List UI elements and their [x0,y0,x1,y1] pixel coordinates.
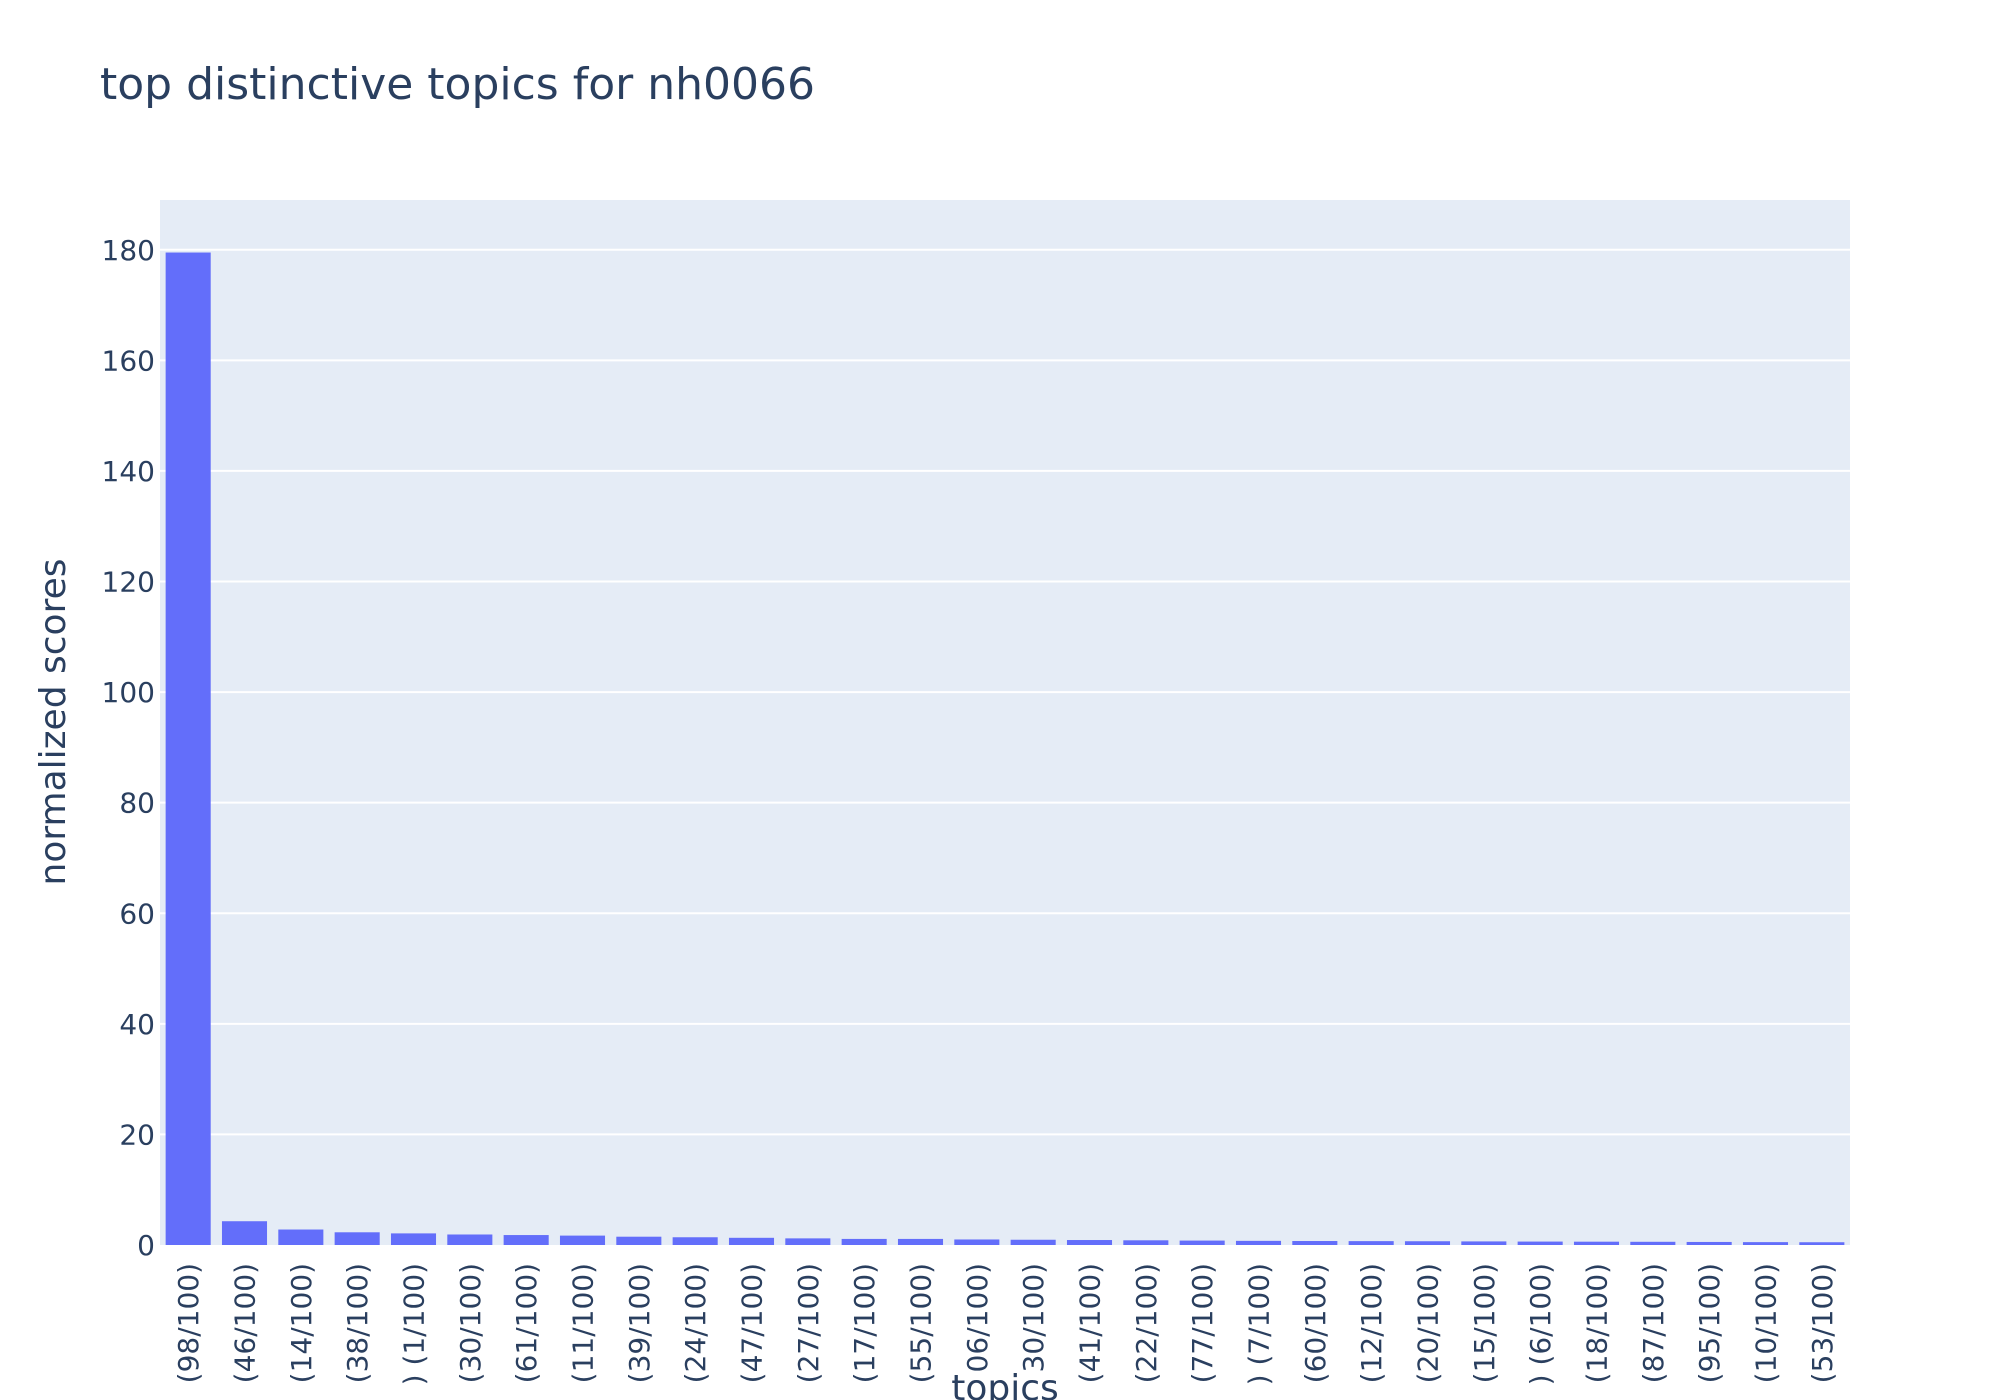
x-tick-label: (30/100) [454,1263,487,1383]
bar[interactable] [1742,1242,1789,1245]
x-tick-label: (98/100) [172,1263,205,1383]
bar[interactable] [672,1237,718,1245]
bar[interactable] [1348,1241,1394,1245]
bar[interactable] [559,1235,606,1245]
bar[interactable] [221,1221,268,1245]
y-tick-label: 140 [102,455,155,488]
bar[interactable] [1461,1241,1507,1245]
bar[interactable] [954,1239,1000,1245]
bar[interactable] [841,1238,887,1245]
x-tick-label: (22/100) [1130,1263,1163,1383]
bar[interactable] [1010,1239,1056,1245]
x-tick-label: ) (1/100) [398,1263,431,1385]
bar[interactable] [728,1237,775,1245]
x-tick-label: (24/100) [679,1263,712,1383]
x-tick-label: (12/100) [1355,1263,1388,1383]
x-tick-label: (41/100) [1074,1263,1107,1383]
x-tick-label: (17/100) [848,1263,881,1383]
x-tick-label: (53/100) [1806,1263,1839,1383]
bar[interactable] [1179,1240,1225,1245]
bar[interactable] [165,252,211,1245]
y-tick-label: 120 [102,566,155,599]
y-axis-title: normalized scores [33,559,74,886]
bar[interactable] [1573,1241,1620,1245]
bar[interactable] [897,1238,944,1245]
y-tick-label: 180 [102,234,155,267]
y-tick-label: 160 [102,344,155,377]
x-tick-label: (38/100) [341,1263,374,1383]
bar[interactable] [616,1236,662,1245]
gridlines [160,248,1850,1136]
x-tick-label: (20/100) [1412,1263,1445,1383]
bar[interactable] [1123,1240,1169,1245]
x-tick-label: (61/100) [510,1263,543,1383]
y-tick-label: 60 [119,897,155,930]
y-tick-label: 80 [119,787,155,820]
bar[interactable] [785,1238,831,1245]
bar[interactable] [1404,1241,1451,1245]
x-tick-label: 06/100) [961,1263,994,1372]
bar[interactable] [1686,1241,1732,1245]
bar[interactable] [447,1234,493,1245]
x-axis-title: topics [951,1368,1059,1400]
bar[interactable] [390,1233,437,1245]
chart-title: top distinctive topics for nh0066 [100,59,815,110]
x-axis-ticks: (98/100) (46/100) (14/100) (38/100) ) (1/100… [172,1263,1839,1385]
bars [165,252,1845,1245]
y-tick-label: 100 [102,676,155,709]
x-tick-label: (15/100) [1468,1263,1501,1383]
bar[interactable] [1517,1241,1563,1245]
x-tick-label: (47/100) [736,1263,769,1383]
x-tick-label: 30/100) [1017,1263,1050,1372]
x-tick-label: (11/100) [567,1263,600,1383]
x-tick-label: (60/100) [1299,1263,1332,1383]
bar[interactable] [1292,1241,1338,1245]
x-tick-label: (77/100) [1186,1263,1219,1383]
x-tick-label: (87/100) [1637,1263,1670,1383]
x-tick-label: (14/100) [285,1263,318,1383]
x-tick-label: ) (7/100) [1243,1263,1276,1385]
x-tick-label: (10/100) [1750,1263,1783,1383]
x-tick-label: (55/100) [905,1263,938,1383]
y-axis-ticks: 0 20 40 60 80 100 120 140 160 180 [102,234,155,1262]
bar[interactable] [1066,1240,1113,1245]
x-tick-label: (27/100) [792,1263,825,1383]
x-tick-label: (95/100) [1693,1263,1726,1383]
bar[interactable] [1235,1240,1282,1245]
bar[interactable] [334,1232,380,1245]
x-tick-label: (46/100) [229,1263,262,1383]
plot-area [160,200,1850,1245]
y-tick-label: 40 [119,1008,155,1041]
y-tick-label: 0 [137,1229,155,1262]
x-tick-label: (39/100) [623,1263,656,1383]
bar[interactable] [278,1229,324,1245]
x-tick-label: ) (6/100) [1524,1263,1557,1385]
bar[interactable] [503,1235,549,1245]
x-tick-label: (18/100) [1581,1263,1614,1383]
bar[interactable] [1799,1242,1845,1245]
y-tick-label: 20 [119,1118,155,1151]
bar[interactable] [1630,1241,1676,1245]
